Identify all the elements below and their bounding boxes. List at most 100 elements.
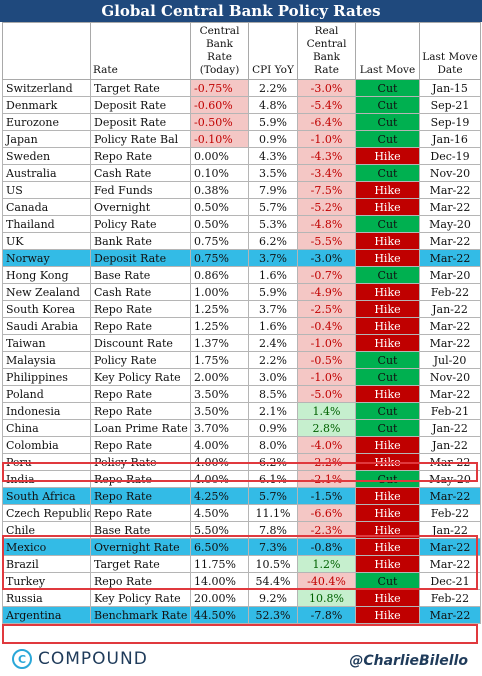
cell-central-bank-rate: 4.25% [190,487,249,505]
cell-cpi: 1.6% [248,266,298,284]
cell-cpi: 0.9% [248,419,298,437]
cell-last-move: Hike [355,334,420,352]
cell-country: Colombia [2,436,91,454]
cell-rate-type: Bank Rate [90,232,191,250]
table-row: Taiwan Discount Rate 1.37% 2.4% -1.0% Hike Mar… [2,334,481,352]
cell-real-rate: -2.3% [297,521,356,539]
cell-last-move-date: Mar-22 [419,232,481,250]
author-handle[interactable]: @CharlieBilello [349,653,468,669]
cell-rate-type: Target Rate [90,555,191,573]
cell-last-move: Cut [355,470,420,488]
cell-country: US [2,181,91,199]
cell-last-move-date: Jul-20 [419,351,481,369]
cell-last-move-date: Mar-22 [419,181,481,199]
cell-last-move: Cut [355,402,420,420]
cell-last-move-date: Sep-19 [419,113,481,131]
table-row: Turkey Repo Rate 14.00% 54.4% -40.4% Cut Dec-2… [2,572,481,590]
cell-real-rate: -4.9% [297,283,356,301]
table-row: UK Bank Rate 0.75% 6.2% -5.5% Hike Mar-22 [2,232,481,250]
table-row: Mexico Overnight Rate 6.50% 7.3% -0.8% Hike Ma… [2,538,481,556]
cell-rate-type: Repo Rate [90,487,191,505]
cell-real-rate: 2.8% [297,419,356,437]
cell-last-move: Cut [355,113,420,131]
cell-last-move-date: May-20 [419,215,481,233]
cell-country: Sweden [2,147,91,165]
cell-last-move-date: Jan-16 [419,130,481,148]
cell-last-move: Hike [355,181,420,199]
cell-last-move: Cut [355,164,420,182]
cell-last-move: Cut [355,130,420,148]
cell-cpi: 2.2% [248,79,298,97]
cell-rate-type: Overnight [90,198,191,216]
table-row: Australia Cash Rate 0.10% 3.5% -3.4% Cut Nov-2… [2,164,481,182]
cell-rate-type: Policy Rate [90,215,191,233]
cell-rate-type: Base Rate [90,521,191,539]
cell-cpi: 52.3% [248,606,298,624]
table-row: Brazil Target Rate 11.75% 10.5% 1.2% Hike Mar-… [2,555,481,573]
header-last-move-date: Last Move Date [419,22,481,80]
cell-cpi: 8.5% [248,385,298,403]
cell-rate-type: Repo Rate [90,300,191,318]
cell-rate-type: Repo Rate [90,402,191,420]
cell-country: Switzerland [2,79,91,97]
cell-last-move: Hike [355,385,420,403]
cell-rate-type: Discount Rate [90,334,191,352]
cell-central-bank-rate: 4.00% [190,453,249,471]
cell-central-bank-rate: -0.60% [190,96,249,114]
cell-last-move-date: Feb-22 [419,589,481,607]
cell-last-move: Cut [355,351,420,369]
cell-country: Japan [2,130,91,148]
cell-central-bank-rate: 1.25% [190,317,249,335]
argentina-box [2,624,478,644]
cell-real-rate: -40.4% [297,572,356,590]
cell-last-move: Hike [355,147,420,165]
cell-last-move-date: Mar-22 [419,334,481,352]
cell-country: Malaysia [2,351,91,369]
table-row: Norway Deposit Rate 0.75% 3.7% -3.0% Hike Mar-… [2,249,481,267]
cell-rate-type: Deposit Rate [90,96,191,114]
cell-central-bank-rate: 0.75% [190,249,249,267]
header-country [2,22,91,80]
table-row: Eurozone Deposit Rate -0.50% 5.9% -6.4% Cut Se… [2,113,481,131]
cell-cpi: 3.7% [248,300,298,318]
cell-central-bank-rate: 44.50% [190,606,249,624]
cell-cpi: 5.9% [248,283,298,301]
cell-cpi: 54.4% [248,572,298,590]
cell-rate-type: Fed Funds [90,181,191,199]
cell-real-rate: -0.7% [297,266,356,284]
cell-last-move-date: Jan-15 [419,79,481,97]
cell-last-move: Cut [355,368,420,386]
header-real-rate: Real Central Bank Rate [297,22,356,80]
cell-last-move-date: Mar-22 [419,555,481,573]
cell-country: Indonesia [2,402,91,420]
header-central-bank-rate: Central Bank Rate (Today) [190,22,249,80]
cell-real-rate: -2.2% [297,453,356,471]
cell-last-move: Hike [355,453,420,471]
compound-logo[interactable]: C COMPOUND [12,649,148,669]
cell-real-rate: 1.4% [297,402,356,420]
table-row: Philippines Key Policy Rate 2.00% 3.0% -1.0%… [2,368,481,386]
table-row: South Korea Repo Rate 1.25% 3.7% -2.5% Hike Ja… [2,300,481,318]
cell-country: Poland [2,385,91,403]
table-row: Sweden Repo Rate 0.00% 4.3% -4.3% Hike Dec-19 [2,147,481,165]
cell-real-rate: -6.6% [297,504,356,522]
cell-rate-type: Target Rate [90,79,191,97]
cell-last-move: Hike [355,300,420,318]
cell-rate-type: Benchmark Rate [90,606,191,624]
cell-central-bank-rate: 11.75% [190,555,249,573]
table-row: Chile Base Rate 5.50% 7.8% -2.3% Hike Jan-22 [2,521,481,539]
cell-cpi: 6.2% [248,453,298,471]
cell-cpi: 2.1% [248,402,298,420]
cell-real-rate: -1.0% [297,130,356,148]
cell-cpi: 11.1% [248,504,298,522]
cell-central-bank-rate: 1.25% [190,300,249,318]
cell-real-rate: -2.1% [297,470,356,488]
cell-last-move: Cut [355,79,420,97]
cell-cpi: 5.3% [248,215,298,233]
cell-cpi: 3.0% [248,368,298,386]
cell-rate-type: Deposit Rate [90,249,191,267]
cell-rate-type: Repo Rate [90,470,191,488]
cell-last-move-date: Dec-21 [419,572,481,590]
table-row: Czech Republic Repo Rate 4.50% 11.1% -6.6% Hi… [2,504,481,522]
cell-rate-type: Deposit Rate [90,113,191,131]
